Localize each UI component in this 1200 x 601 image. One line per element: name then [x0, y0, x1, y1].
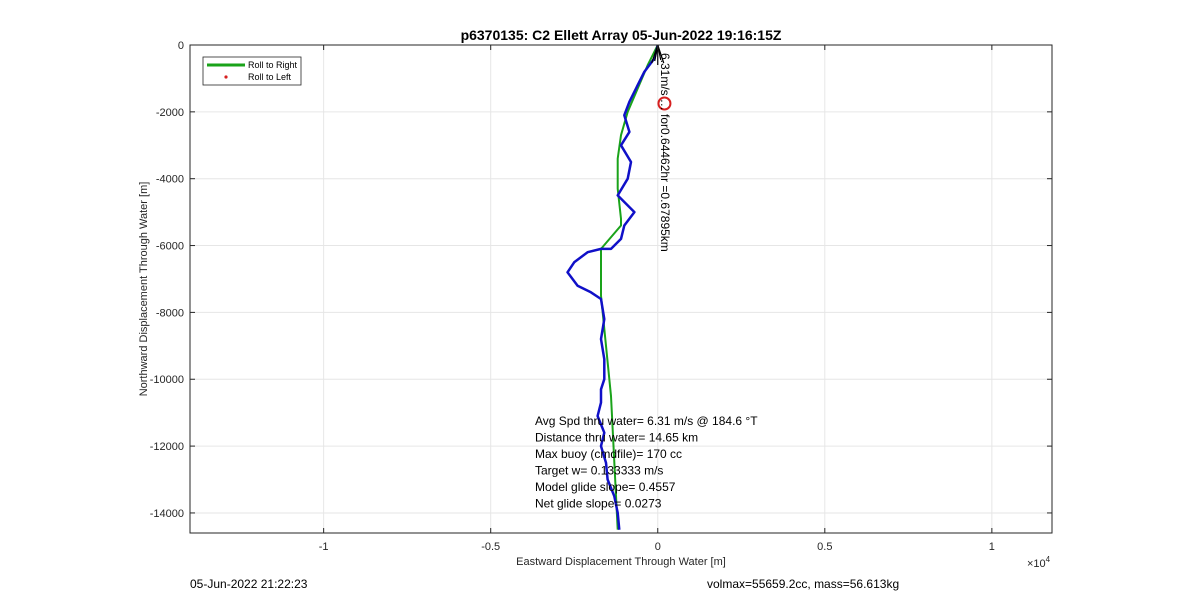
annotations: Avg Spd thru water= 6.31 m/s @ 184.6 °T …	[535, 414, 758, 511]
footer-timestamp: 05-Jun-2022 21:22:23	[190, 577, 308, 591]
x-multiplier-base: ×10	[1027, 558, 1046, 570]
annotation-model-glide: Model glide slope= 0.4557	[535, 480, 676, 494]
x-tick-label: 0.5	[817, 541, 832, 553]
footer-mass-info: volmax=55659.2cc, mass=56.613kg	[707, 577, 899, 591]
series-track-line	[566, 44, 660, 530]
x-tick-label: 1	[989, 541, 995, 553]
legend-box	[202, 56, 302, 86]
annotation-avg-speed: Avg Spd thru water= 6.31 m/s @ 184.6 °T	[535, 414, 758, 428]
annotation-target-w: Target w= 0.133333 m/s	[535, 464, 663, 478]
annotation-distance: Distance thru water= 14.65 km	[535, 431, 698, 445]
annotation-net-glide: Net glide slope= 0.0273	[535, 497, 662, 511]
x-tick-label: -1	[319, 541, 329, 553]
legend-label-roll-left: Roll to Left	[248, 72, 292, 82]
y-axis-label: Northward Displacement Through Water [m]	[138, 182, 150, 397]
y-tick-label: 0	[178, 40, 184, 52]
ticks: -1 -0.5 0 0.5 1 0 -2000 -4000 -6000 -8000 -10000 -1…	[150, 40, 1052, 553]
speed-duration-label: 6.31m/s … for0.64462hr =0.67895km	[658, 53, 672, 252]
annotation-max-buoy: Max buoy (cmdfile)= 170 cc	[535, 447, 682, 461]
y-tick-label: -2000	[156, 107, 184, 119]
series-layer	[566, 44, 672, 530]
x-tick-label: -0.5	[481, 541, 500, 553]
y-tick-label: -8000	[156, 307, 184, 319]
legend-swatch-roll-left	[224, 75, 228, 79]
start-arrow	[657, 44, 665, 64]
position-marker	[657, 96, 672, 111]
y-tick-label: -14000	[150, 508, 184, 520]
grid	[190, 44, 1052, 533]
plot-frame	[189, 44, 1053, 534]
x-axis-label: Eastward Displacement Through Water [m]	[516, 556, 726, 568]
x-multiplier-exp: 4	[1046, 555, 1051, 564]
y-tick-label: -12000	[150, 441, 184, 453]
legend-label-roll-right: Roll to Right	[248, 60, 298, 70]
plot-area	[190, 45, 1052, 533]
speed-label-body: … for0.64462hr =0.67895km	[658, 99, 672, 252]
y-tick-label: -6000	[156, 241, 184, 253]
legend: Roll to Right Roll to Left	[202, 56, 302, 86]
x-tick-label: 0	[655, 541, 661, 553]
y-tick-label: -10000	[150, 374, 184, 386]
x-axis-multiplier: ×104	[1027, 555, 1051, 570]
series-roll-right-line	[600, 44, 659, 530]
y-tick-label: -4000	[156, 174, 184, 186]
chart-title: p6370135: C2 Ellett Array 05-Jun-2022 19…	[461, 27, 782, 43]
speed-label-prefix: 6.31m/s	[658, 53, 672, 96]
